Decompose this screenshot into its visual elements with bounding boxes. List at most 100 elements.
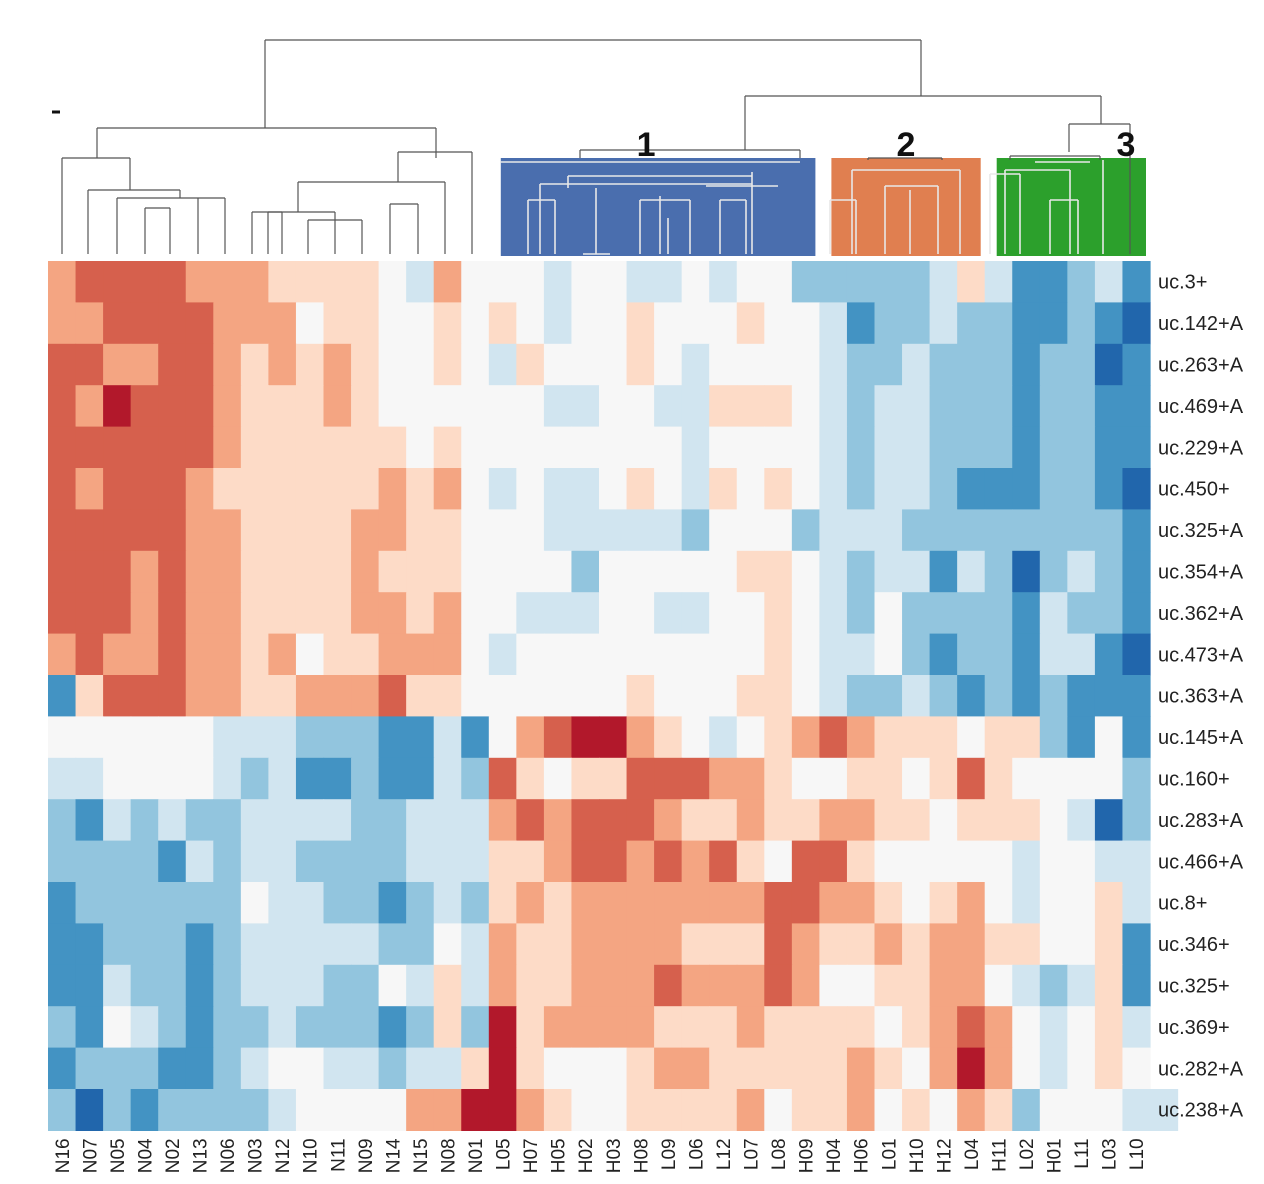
heatmap-cell xyxy=(984,882,1013,924)
heatmap-cell xyxy=(378,675,407,717)
heatmap-cell xyxy=(929,302,958,345)
heatmap-cell xyxy=(1067,1047,1096,1090)
heatmap-cell xyxy=(1094,675,1124,717)
heatmap-cell xyxy=(874,385,903,428)
heatmap-cell xyxy=(543,302,573,345)
heatmap-cell xyxy=(599,550,628,593)
heatmap-cell xyxy=(213,882,242,924)
heatmap-cell xyxy=(1094,757,1124,800)
heatmap-cell xyxy=(130,468,159,510)
heatmap-cell xyxy=(213,261,242,303)
heatmap-cell xyxy=(543,1006,573,1049)
heatmap-cell xyxy=(984,1006,1013,1049)
heatmap-cell xyxy=(1012,633,1041,676)
heatmap-cell xyxy=(185,592,214,635)
heatmap-cell xyxy=(599,923,628,966)
heatmap-cell xyxy=(902,385,931,428)
heatmap-cell xyxy=(681,1006,710,1049)
heatmap-cell xyxy=(957,302,986,345)
heatmap-cell xyxy=(791,716,820,759)
heatmap-cell xyxy=(819,550,848,593)
heatmap-cell xyxy=(846,716,876,759)
heatmap-cell xyxy=(874,592,903,635)
heatmap-cell xyxy=(599,468,628,510)
heatmap-cell xyxy=(406,757,435,800)
heatmap-cell xyxy=(571,385,600,428)
heatmap-cell xyxy=(957,1006,986,1049)
heatmap-cell xyxy=(406,550,435,593)
heatmap-cell xyxy=(709,550,738,593)
heatmap-cell xyxy=(1039,964,1068,1007)
heatmap-cell xyxy=(1067,675,1096,717)
heatmap-cell xyxy=(48,550,77,593)
heatmap-cell xyxy=(846,964,876,1007)
heatmap-cell xyxy=(323,633,352,676)
heatmap-cell xyxy=(902,426,931,469)
heatmap-cell xyxy=(764,468,793,510)
heatmap-cell xyxy=(406,468,435,510)
heatmap-cell xyxy=(323,385,352,428)
column-label: N02 xyxy=(163,1138,184,1173)
heatmap-cell xyxy=(1122,716,1151,759)
heatmap-cell xyxy=(654,385,683,428)
heatmap-cell xyxy=(1122,343,1151,386)
heatmap-cell xyxy=(240,550,269,593)
heatmap-cell xyxy=(185,343,214,386)
heatmap-cell xyxy=(1012,343,1041,386)
heatmap-cell xyxy=(295,343,325,386)
row-label: uc.142+A xyxy=(1158,313,1244,335)
heatmap-cell xyxy=(736,468,765,510)
column-label: L08 xyxy=(769,1138,790,1170)
heatmap-cell xyxy=(75,633,104,676)
column-label: H01 xyxy=(1045,1138,1066,1173)
heatmap-cell xyxy=(213,385,242,428)
heatmap-cell xyxy=(130,385,159,428)
heatmap-cell xyxy=(846,426,876,469)
column-label: N09 xyxy=(356,1138,377,1173)
heatmap-cell xyxy=(874,302,903,345)
heatmap-cell xyxy=(130,757,159,800)
heatmap-cell xyxy=(240,1089,269,1131)
heatmap-cell xyxy=(323,468,352,510)
heatmap-cell xyxy=(1012,757,1041,800)
heatmap-cell xyxy=(48,964,77,1007)
heatmap-cell xyxy=(48,1089,77,1131)
heatmap-cell xyxy=(846,923,876,966)
column-label: L01 xyxy=(879,1138,900,1170)
heatmap-cell xyxy=(1012,675,1041,717)
row-label: uc.160+ xyxy=(1158,769,1230,791)
heatmap-cell xyxy=(764,882,793,924)
heatmap-cell xyxy=(295,840,325,883)
heatmap-cell xyxy=(1122,882,1151,924)
heatmap-cell xyxy=(158,343,187,386)
heatmap-cell xyxy=(488,426,517,469)
heatmap-cell xyxy=(957,385,986,428)
heatmap-cell xyxy=(543,757,573,800)
heatmap-cell xyxy=(902,716,931,759)
heatmap-cell xyxy=(461,675,490,717)
column-label: H12 xyxy=(934,1138,955,1173)
heatmap-cell xyxy=(185,550,214,593)
heatmap-cell xyxy=(488,882,517,924)
heatmap-cell xyxy=(488,799,517,842)
heatmap-cell xyxy=(654,468,683,510)
heatmap-cell xyxy=(1039,757,1068,800)
heatmap-cell xyxy=(48,426,77,469)
heatmap-cell xyxy=(1039,1089,1068,1131)
heatmap-cell xyxy=(48,592,77,635)
heatmap-cell xyxy=(764,716,793,759)
heatmap-cell xyxy=(75,757,104,800)
heatmap-cell xyxy=(103,343,132,386)
heatmap-cell xyxy=(1012,1047,1041,1090)
heatmap-cell xyxy=(543,923,573,966)
heatmap-cell xyxy=(240,592,269,635)
heatmap-cell xyxy=(571,261,600,303)
heatmap-cell xyxy=(681,426,710,469)
heatmap-cell xyxy=(791,923,820,966)
heatmap-cell xyxy=(626,799,655,842)
heatmap-cell xyxy=(75,1047,104,1090)
heatmap-cell xyxy=(130,426,159,469)
column-label: L12 xyxy=(714,1138,735,1170)
heatmap-cell xyxy=(1039,302,1068,345)
heatmap-cell xyxy=(846,1047,876,1090)
